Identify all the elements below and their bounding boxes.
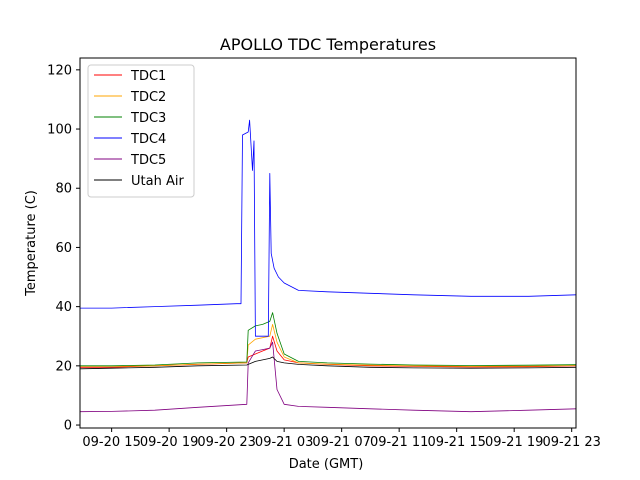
legend-label: Utah Air <box>131 174 184 189</box>
series-line-tdc3 <box>80 312 577 367</box>
x-tick-label: 09-20 15 <box>82 435 140 450</box>
plot-frame <box>79 57 577 429</box>
y-axis: 0 20 40 60 80 100 120 <box>47 63 80 434</box>
legend-label: TDC3 <box>130 111 166 126</box>
series-line-utah-air <box>79 356 577 370</box>
y-axis-title: Temperature (C) <box>24 190 39 297</box>
chart-title: APOLLO TDC Temperatures <box>220 35 436 54</box>
legend-label: TDC1 <box>130 69 166 84</box>
legend-box <box>87 64 195 198</box>
x-tick-label: 09-21 03 <box>255 435 313 450</box>
y-tick-label: 0 <box>64 419 72 434</box>
legend-label: TDC5 <box>130 153 166 168</box>
y-tick-label: 40 <box>55 300 72 315</box>
x-tick-label: 09-21 15 <box>427 435 485 450</box>
x-tick-label: 09-21 07 <box>312 435 370 450</box>
x-tick-label: 09-20 23 <box>197 435 255 450</box>
x-axis-title: Date (GMT) <box>289 457 364 472</box>
series-line-tdc5 <box>79 341 577 413</box>
y-tick-label: 100 <box>47 123 72 138</box>
y-tick-label: 80 <box>55 182 72 197</box>
y-tick-label: 60 <box>55 241 72 256</box>
legend: TDC1 TDC2 TDC3 TDC4 TDC5 Utah Air <box>87 64 195 198</box>
series-line-tdc4 <box>80 119 577 337</box>
y-tick-label: 20 <box>55 359 72 374</box>
x-tick-label: 09-21 11 <box>370 435 428 450</box>
legend-label: TDC4 <box>130 132 166 147</box>
x-tick-label: 09-20 19 <box>140 435 198 450</box>
x-axis: 09-20 15 09-20 19 09-20 23 09-21 03 09-21 07… <box>82 428 601 450</box>
legend-label: TDC2 <box>130 90 166 105</box>
series-line-tdc2 <box>80 324 577 367</box>
series-layer <box>79 119 577 413</box>
y-tick-label: 120 <box>47 63 72 78</box>
x-tick-label: 09-21 23 <box>542 435 600 450</box>
x-tick-label: 09-21 19 <box>485 435 543 450</box>
